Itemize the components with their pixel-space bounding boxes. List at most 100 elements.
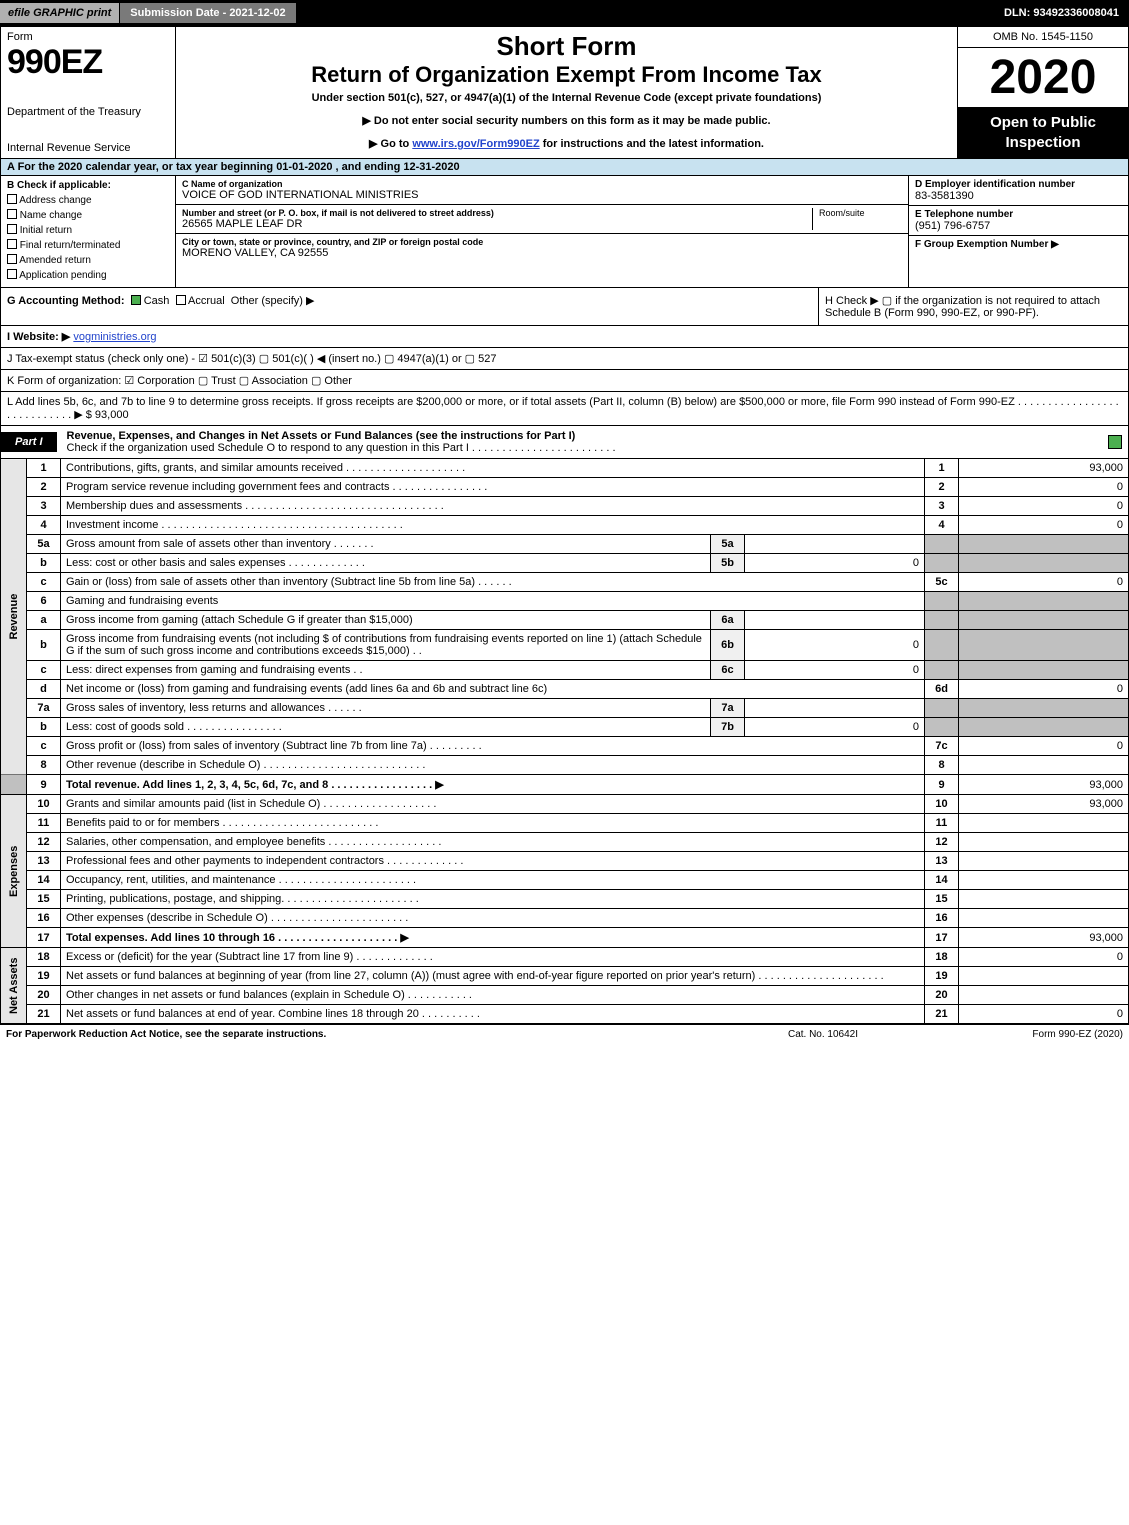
dln: DLN: 93492336008041 bbox=[994, 3, 1129, 23]
line-6d-num: d bbox=[27, 680, 61, 699]
line-4-desc: Investment income . . . . . . . . . . . … bbox=[61, 516, 925, 535]
ein-value: 83-3581390 bbox=[915, 190, 1122, 202]
header-center: Short Form Return of Organization Exempt… bbox=[176, 27, 958, 158]
line-8-val bbox=[959, 756, 1129, 775]
line-20-desc: Other changes in net assets or fund bala… bbox=[61, 986, 925, 1005]
address-row: Number and street (or P. O. box, if mail… bbox=[176, 205, 908, 234]
chk-cash[interactable] bbox=[131, 295, 141, 305]
note-ssn: ▶ Do not enter social security numbers o… bbox=[182, 114, 951, 127]
accrual-label: Accrual bbox=[188, 295, 225, 307]
line-12-val bbox=[959, 833, 1129, 852]
line-6-greycol bbox=[925, 592, 959, 611]
line-8-num: 8 bbox=[27, 756, 61, 775]
chk-amended-return[interactable]: Amended return bbox=[7, 253, 169, 266]
line-7b-greycol bbox=[925, 718, 959, 737]
org-name-row: C Name of organization VOICE OF GOD INTE… bbox=[176, 176, 908, 205]
line-5c-col: 5c bbox=[925, 573, 959, 592]
org-name-label: C Name of organization bbox=[182, 179, 902, 189]
omb-number: OMB No. 1545-1150 bbox=[958, 27, 1128, 48]
chk-final-return[interactable]: Final return/terminated bbox=[7, 238, 169, 251]
chk-application-pending[interactable]: Application pending bbox=[7, 268, 169, 281]
chk-name-change[interactable]: Name change bbox=[7, 208, 169, 221]
footer-right: Form 990-EZ (2020) bbox=[923, 1029, 1123, 1040]
line-21-desc: Net assets or fund balances at end of ye… bbox=[61, 1005, 925, 1024]
line-4-val: 0 bbox=[959, 516, 1129, 535]
note-link-prefix: ▶ Go to bbox=[369, 138, 412, 150]
note-link: ▶ Go to www.irs.gov/Form990EZ for instru… bbox=[182, 137, 951, 150]
line-7c-val: 0 bbox=[959, 737, 1129, 756]
block-g-h: G Accounting Method: Cash Accrual Other … bbox=[0, 288, 1129, 326]
submission-date: Submission Date - 2021-12-02 bbox=[119, 2, 296, 24]
dept-treasury: Department of the Treasury bbox=[7, 106, 169, 118]
line-6c-greyval bbox=[959, 661, 1129, 680]
line-5c-val: 0 bbox=[959, 573, 1129, 592]
spacer-rev bbox=[1, 775, 27, 795]
line-6c-desc: Less: direct expenses from gaming and fu… bbox=[61, 661, 711, 680]
line-15-num: 15 bbox=[27, 890, 61, 909]
section-expenses: Expenses bbox=[1, 795, 27, 948]
line-6b-desc: Gross income from fundraising events (no… bbox=[61, 630, 711, 661]
part-1-subtitle: Check if the organization used Schedule … bbox=[67, 442, 616, 454]
line-5a-subln: 5a bbox=[711, 535, 745, 554]
part-1-header: Part I Revenue, Expenses, and Changes in… bbox=[0, 426, 1129, 459]
part-1-badge: Part I bbox=[1, 432, 57, 452]
row-g: G Accounting Method: Cash Accrual Other … bbox=[1, 288, 818, 325]
line-14-val bbox=[959, 871, 1129, 890]
chk-accrual[interactable] bbox=[176, 295, 186, 305]
line-18-desc: Excess or (deficit) for the year (Subtra… bbox=[61, 948, 925, 967]
line-6c-subln: 6c bbox=[711, 661, 745, 680]
line-7c-col: 7c bbox=[925, 737, 959, 756]
box-b: B Check if applicable: Address change Na… bbox=[1, 176, 176, 287]
line-5c-num: c bbox=[27, 573, 61, 592]
line-21-num: 21 bbox=[27, 1005, 61, 1024]
line-6b-subval: 0 bbox=[745, 630, 925, 661]
address-label: Number and street (or P. O. box, if mail… bbox=[182, 208, 812, 218]
line-5b-greycol bbox=[925, 554, 959, 573]
chk-address-change[interactable]: Address change bbox=[7, 193, 169, 206]
header-left: Form 990EZ Department of the Treasury In… bbox=[1, 27, 176, 158]
line-4-num: 4 bbox=[27, 516, 61, 535]
line-6b-greycol bbox=[925, 630, 959, 661]
line-20-col: 20 bbox=[925, 986, 959, 1005]
chk-initial-return[interactable]: Initial return bbox=[7, 223, 169, 236]
box-c: C Name of organization VOICE OF GOD INTE… bbox=[176, 176, 908, 287]
line-19-col: 19 bbox=[925, 967, 959, 986]
website-link[interactable]: vogministries.org bbox=[73, 331, 156, 343]
page-footer: For Paperwork Reduction Act Notice, see … bbox=[0, 1024, 1129, 1044]
row-a-period: A For the 2020 calendar year, or tax yea… bbox=[0, 159, 1129, 176]
form-header: Form 990EZ Department of the Treasury In… bbox=[0, 26, 1129, 159]
subtitle-code: Under section 501(c), 527, or 4947(a)(1)… bbox=[182, 92, 951, 104]
line-17-col: 17 bbox=[925, 928, 959, 948]
line-6-desc: Gaming and fundraising events bbox=[61, 592, 925, 611]
line-4-col: 4 bbox=[925, 516, 959, 535]
line-6a-subval bbox=[745, 611, 925, 630]
line-9-val: 93,000 bbox=[959, 775, 1129, 795]
line-15-val bbox=[959, 890, 1129, 909]
telephone-block: E Telephone number (951) 796-6757 bbox=[909, 206, 1128, 236]
line-7a-desc: Gross sales of inventory, less returns a… bbox=[61, 699, 711, 718]
line-12-col: 12 bbox=[925, 833, 959, 852]
header-right: OMB No. 1545-1150 2020 Open to Public In… bbox=[958, 27, 1128, 158]
telephone-value: (951) 796-6757 bbox=[915, 220, 1122, 232]
line-5c-desc: Gain or (loss) from sale of assets other… bbox=[61, 573, 925, 592]
form-word: Form bbox=[7, 31, 169, 43]
line-1-col: 1 bbox=[925, 459, 959, 478]
line-13-num: 13 bbox=[27, 852, 61, 871]
line-19-desc: Net assets or fund balances at beginning… bbox=[61, 967, 925, 986]
line-8-desc: Other revenue (describe in Schedule O) .… bbox=[61, 756, 925, 775]
line-14-col: 14 bbox=[925, 871, 959, 890]
form-number: 990EZ bbox=[7, 43, 169, 82]
line-3-val: 0 bbox=[959, 497, 1129, 516]
line-7b-subval: 0 bbox=[745, 718, 925, 737]
part-1-checkbox[interactable] bbox=[1108, 435, 1122, 449]
ein-block: D Employer identification number 83-3581… bbox=[909, 176, 1128, 206]
line-6d-desc: Net income or (loss) from gaming and fun… bbox=[61, 680, 925, 699]
line-5b-subval: 0 bbox=[745, 554, 925, 573]
line-7a-subln: 7a bbox=[711, 699, 745, 718]
line-10-col: 10 bbox=[925, 795, 959, 814]
line-13-col: 13 bbox=[925, 852, 959, 871]
irs-link[interactable]: www.irs.gov/Form990EZ bbox=[412, 138, 539, 150]
group-exemption-block: F Group Exemption Number ▶ bbox=[909, 236, 1128, 253]
line-7a-greyval bbox=[959, 699, 1129, 718]
line-5a-subval bbox=[745, 535, 925, 554]
